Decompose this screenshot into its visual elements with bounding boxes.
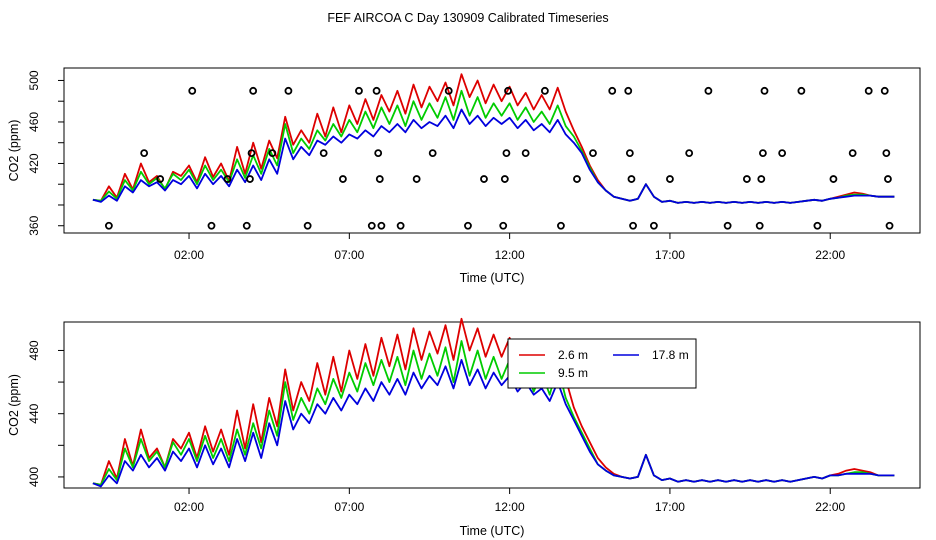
data-point [757,175,766,183]
x-tick-label: 02:00 [174,500,204,514]
data-point [303,221,312,230]
data-point [625,149,634,157]
data-point [156,175,165,183]
data-point [885,221,894,230]
data-point [268,149,277,157]
data-point [864,86,873,95]
data-point [760,86,769,95]
legend-label: 2.6 m [558,348,588,362]
data-point [884,175,892,183]
data-point [540,86,549,95]
data-point [704,86,713,95]
data-point [247,149,256,157]
data-point [504,86,512,95]
data-point [223,175,232,183]
data-point [666,175,674,183]
data-point [502,149,511,157]
data-point [242,221,251,230]
data-point [246,175,254,183]
y-tick-label: 460 [27,112,41,132]
data-point [882,149,891,157]
data-point [759,149,767,157]
data-point [428,149,437,157]
series-line-17-8-m [92,108,895,204]
data-point [755,221,764,230]
data-point [396,221,405,230]
data-point [207,221,216,230]
y-tick-label: 500 [27,70,41,90]
y-axis-label: CO2 (ppm) [7,120,21,182]
chart-bottom: 02:00 07:00 12:00 17:00 22:00 400 440 480 Time (… [7,317,921,538]
data-point [249,86,258,95]
legend: 2.6 m 9.5 m 17.8 m [507,338,697,389]
x-tick-label: 22:00 [815,500,845,514]
x-tick-label: 07:00 [334,500,364,514]
plot-frame [63,321,921,489]
data-point [629,221,637,230]
x-tick-label: 12:00 [495,500,525,514]
y-axis-label: CO2 (ppm) [7,374,21,436]
data-point [521,149,530,157]
data-point [412,175,421,183]
legend-label: 9.5 m [558,366,588,380]
data-point [188,86,197,95]
series-line-9-5-m [92,89,895,204]
page-title: FEF AIRCOA C Day 130909 Calibrated Times… [327,11,608,25]
y-tick-label: 420 [27,153,41,173]
data-point [573,175,581,183]
data-point [355,86,363,95]
data-point [848,149,857,157]
data-point [650,221,658,230]
data-point [374,149,383,157]
data-point [685,149,694,157]
x-tick-label: 17:00 [655,500,685,514]
x-tick-label: 02:00 [174,248,204,262]
y-tick-label: 360 [27,215,41,235]
data-point [557,221,565,230]
x-tick-label: 22:00 [815,248,845,262]
y-tick-label: 480 [27,340,41,360]
y-tick-label: 440 [27,403,41,423]
x-tick-label: 12:00 [495,248,525,262]
data-point [813,221,822,230]
x-tick-label: 07:00 [334,248,364,262]
data-point [797,86,806,95]
x-axis-label: Time (UTC) [460,524,525,538]
series-line-17-8-m [92,358,895,488]
data-point [339,175,347,183]
data-point [104,221,113,230]
chart-top: 02:00 07:00 12:00 17:00 22:00 360 420 460 500 Tim… [7,67,921,285]
data-point [480,175,488,183]
data-point [829,175,838,183]
data-point [377,221,386,230]
data-point [500,175,509,183]
data-point [778,149,787,157]
legend-box [507,338,697,389]
plot-frame [63,67,921,234]
data-point [284,86,293,95]
series-line-2-6-m [92,317,895,486]
data-point [608,86,617,95]
data-point [627,175,636,183]
data-point [499,221,508,230]
legend-label: 17.8 m [652,348,689,362]
data-point [372,86,381,95]
data-point [140,149,149,157]
data-point [624,86,633,95]
data-point [319,149,328,157]
y-tick-label: 400 [27,467,41,487]
data-point [723,221,732,230]
data-point [444,86,453,95]
data-point [375,175,384,183]
data-point [880,86,889,95]
data-point [589,149,597,157]
data-point [464,221,472,230]
x-axis-label: Time (UTC) [460,271,525,285]
data-point [742,175,751,183]
data-point [367,221,376,230]
x-tick-label: 17:00 [655,248,685,262]
